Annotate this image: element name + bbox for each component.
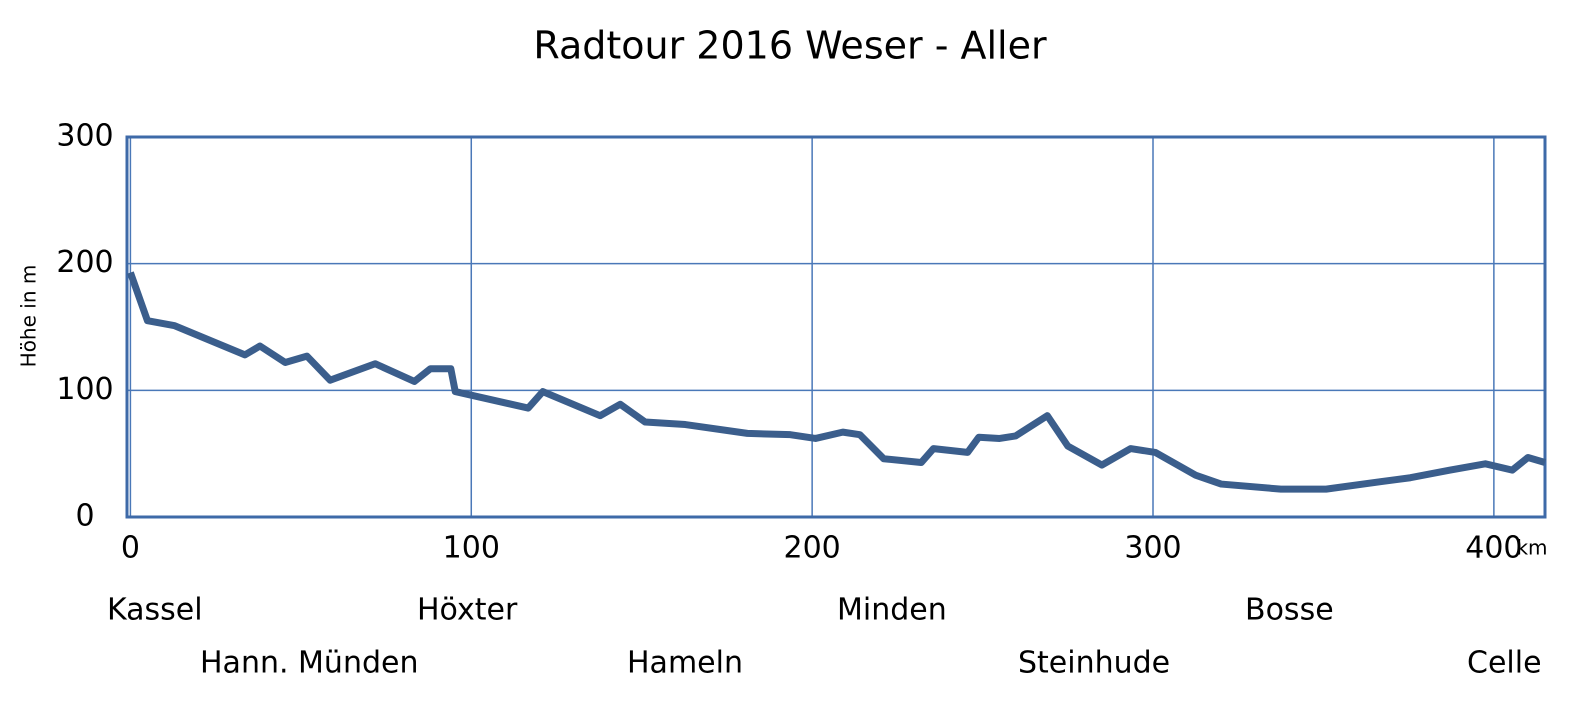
x-tick-label: 200 — [784, 531, 841, 566]
place-label: Hann. Münden — [200, 646, 418, 681]
y-tick-label: 200 — [56, 245, 113, 280]
plot-frame — [125, 135, 1547, 519]
x-tick-label: 300 — [1124, 531, 1181, 566]
place-label: Steinhude — [1018, 646, 1170, 681]
place-label: Minden — [837, 593, 947, 628]
place-label: Hameln — [627, 646, 743, 681]
chart-title: Radtour 2016 Weser - Aller — [533, 24, 1047, 68]
y-axis-label: Höhe in m — [17, 265, 41, 368]
place-label: Kassel — [107, 593, 203, 628]
place-label: Höxter — [417, 593, 518, 628]
y-tick-label: 100 — [56, 372, 113, 407]
x-axis-unit: km — [1516, 536, 1547, 560]
x-tick-label: 100 — [443, 531, 500, 566]
place-label: Celle — [1467, 646, 1542, 681]
y-tick-label: 300 — [56, 119, 113, 154]
x-tick-label: 400 — [1465, 531, 1522, 566]
place-label: Bosse — [1245, 593, 1334, 628]
data-line — [127, 271, 1546, 493]
x-tick-label: 0 — [121, 531, 140, 566]
y-tick-label: 0 — [75, 499, 94, 534]
